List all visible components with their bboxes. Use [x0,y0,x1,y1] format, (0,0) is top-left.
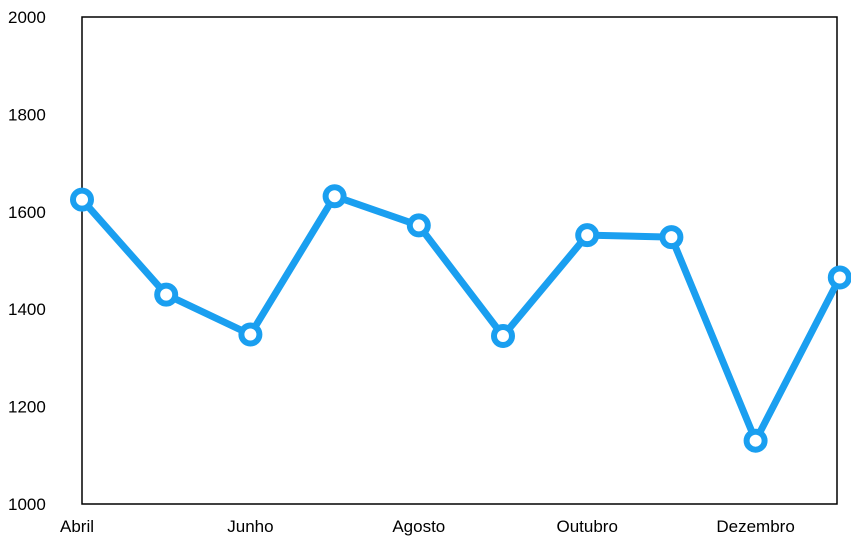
y-tick-label: 2000 [8,8,46,27]
data-point-marker [406,213,431,238]
y-tick-label: 1600 [8,203,46,222]
plot-frame [81,16,838,505]
data-point-marker [70,187,94,212]
data-point-marker [659,225,684,250]
data-point-marker [238,322,263,347]
series-line [78,192,844,445]
data-point-marker [154,282,179,307]
y-tick-label: 1200 [8,398,46,417]
x-axis-ticks: Abril Junho Agosto Outubro Dezembro [60,517,795,536]
y-tick-label: 1800 [8,105,46,124]
data-point-marker [575,223,600,248]
y-tick-label: 1400 [8,300,46,319]
x-tick-label: Outubro [556,517,617,536]
y-tick-label: 1000 [8,495,46,514]
x-tick-label: Junho [227,517,273,536]
series-group [70,184,851,453]
x-tick-label: Agosto [392,517,445,536]
data-point-marker [827,265,851,290]
x-tick-label: Abril [60,517,94,536]
y-axis-ticks: 1000 1200 1400 1600 1800 2000 [8,8,46,514]
data-point-marker [322,184,347,209]
data-point-marker [743,428,768,453]
data-point-marker [491,323,515,348]
x-tick-label: Dezembro [716,517,794,536]
